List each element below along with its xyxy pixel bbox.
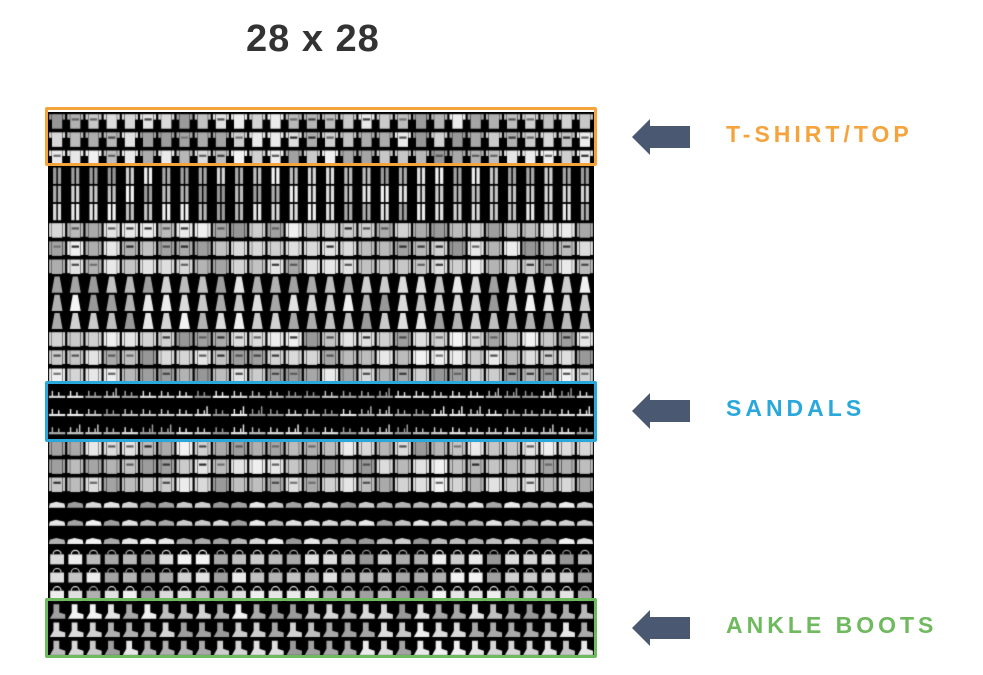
left-arrow-icon bbox=[632, 119, 690, 155]
sandals-label: SANDALS bbox=[726, 395, 866, 421]
sample-thumbnails-canvas bbox=[48, 112, 594, 657]
left-arrow-icon bbox=[632, 610, 690, 646]
image-size-title: 28 x 28 bbox=[246, 18, 380, 60]
fashion-mnist-sample-grid bbox=[48, 112, 594, 657]
left-arrow-icon bbox=[632, 393, 690, 429]
ankle-boots-label: ANKLE BOOTS bbox=[726, 612, 938, 638]
tshirt-top-label: T-SHIRT/TOP bbox=[726, 121, 913, 147]
